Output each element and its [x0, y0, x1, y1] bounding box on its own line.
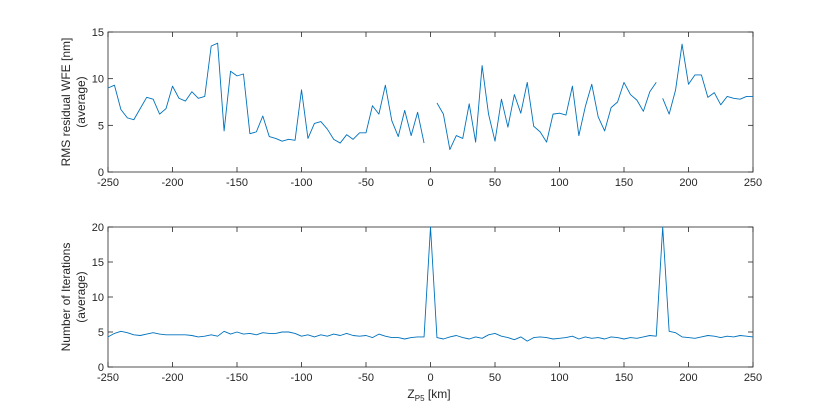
plot-iterations-xtick-label: 250	[744, 372, 762, 384]
plot-rms-wfe-tick-labels: -250 -200 -150 -100 -50 0 50 100 150 200 250 0 5 10 15	[92, 27, 762, 189]
plot-iterations-ytick-label: 15	[92, 257, 104, 269]
plot-rms-wfe-ytick-label: 0	[98, 167, 104, 179]
plot-rms-wfe-xtick-label: -250	[97, 177, 119, 189]
plot-rms-wfe-xtick-label: 50	[489, 177, 501, 189]
plot-rms-wfe-ylabel-average: (average)	[74, 76, 88, 127]
plot-iterations: -250 -200 -150 -100 -50 0 50 100 150 200 250 0 5 10 15…	[59, 222, 762, 384]
plot-iterations-xtick-label: 150	[615, 372, 633, 384]
x-axis-label-main: Z	[407, 387, 414, 401]
plot-iterations-xtick-label: -100	[290, 372, 312, 384]
plot-rms-wfe-ticks	[107, 31, 754, 173]
plot-iterations-ytick-label: 5	[98, 327, 104, 339]
plot-rms-wfe-xtick-label: 0	[427, 177, 433, 189]
plot-rms-wfe-ytick-label: 5	[98, 120, 104, 132]
plot-iterations-xtick-label: -250	[97, 372, 119, 384]
plot-rms-wfe-xtick-label: -200	[161, 177, 183, 189]
plot-iterations-ytick-label: 20	[92, 222, 104, 234]
plot-iterations-series	[107, 226, 754, 342]
plot-rms-wfe-xtick-label: 250	[744, 177, 762, 189]
plot-rms-wfe-xtick-label: 150	[615, 177, 633, 189]
plot-rms-wfe-line-segment-3	[662, 43, 753, 115]
plot-iterations-xtick-label: 200	[679, 372, 697, 384]
plot-iterations-ytick-label: 0	[98, 362, 104, 374]
plot-iterations-xtick-label: -150	[226, 372, 248, 384]
plot-rms-wfe-xtick-label: 200	[679, 177, 697, 189]
plot-iterations-axes-box	[107, 226, 754, 368]
plot-iterations-ylabel-average: (average)	[74, 271, 88, 322]
plot-rms-wfe-line-segment-2	[436, 65, 657, 151]
plot-rms-wfe-ytick-label: 15	[92, 27, 104, 39]
plot-rms-wfe-axes-box	[107, 31, 754, 173]
x-axis-label-unit: [km]	[425, 387, 451, 401]
plot-rms-wfe: -250 -200 -150 -100 -50 0 50 100 150 200 250 0 5 10 15…	[59, 27, 762, 189]
plot-iterations-tick-labels: -250 -200 -150 -100 -50 0 50 100 150 200 250 0 5 10 15…	[92, 222, 762, 384]
plot-rms-wfe-line-segment-0	[107, 42, 425, 144]
plot-rms-wfe-xtick-label: -150	[226, 177, 248, 189]
plot-iterations-line-segment-0	[107, 226, 754, 342]
plot-rms-wfe-ytick-label: 10	[92, 74, 104, 86]
plot-iterations-xtick-label: 100	[550, 372, 568, 384]
plot-iterations-xtick-label: -50	[358, 372, 374, 384]
x-axis-label-subscript: P5	[415, 394, 425, 403]
plot-iterations-xtick-label: -200	[161, 372, 183, 384]
x-axis-label: ZP5 [km]	[407, 387, 450, 403]
plot-iterations-ytick-label: 10	[92, 292, 104, 304]
plot-rms-wfe-xtick-label: -100	[290, 177, 312, 189]
plot-rms-wfe-ylabel: RMS residual WFE [nm]	[59, 38, 73, 167]
plot-rms-wfe-xtick-label: 100	[550, 177, 568, 189]
plot-iterations-xtick-label: 50	[489, 372, 501, 384]
plot-rms-wfe-xtick-label: -50	[358, 177, 374, 189]
plot-rms-wfe-series	[107, 42, 753, 151]
plot-iterations-ylabel: Number of Iterations	[59, 243, 73, 352]
plot-iterations-xtick-label: 0	[427, 372, 433, 384]
